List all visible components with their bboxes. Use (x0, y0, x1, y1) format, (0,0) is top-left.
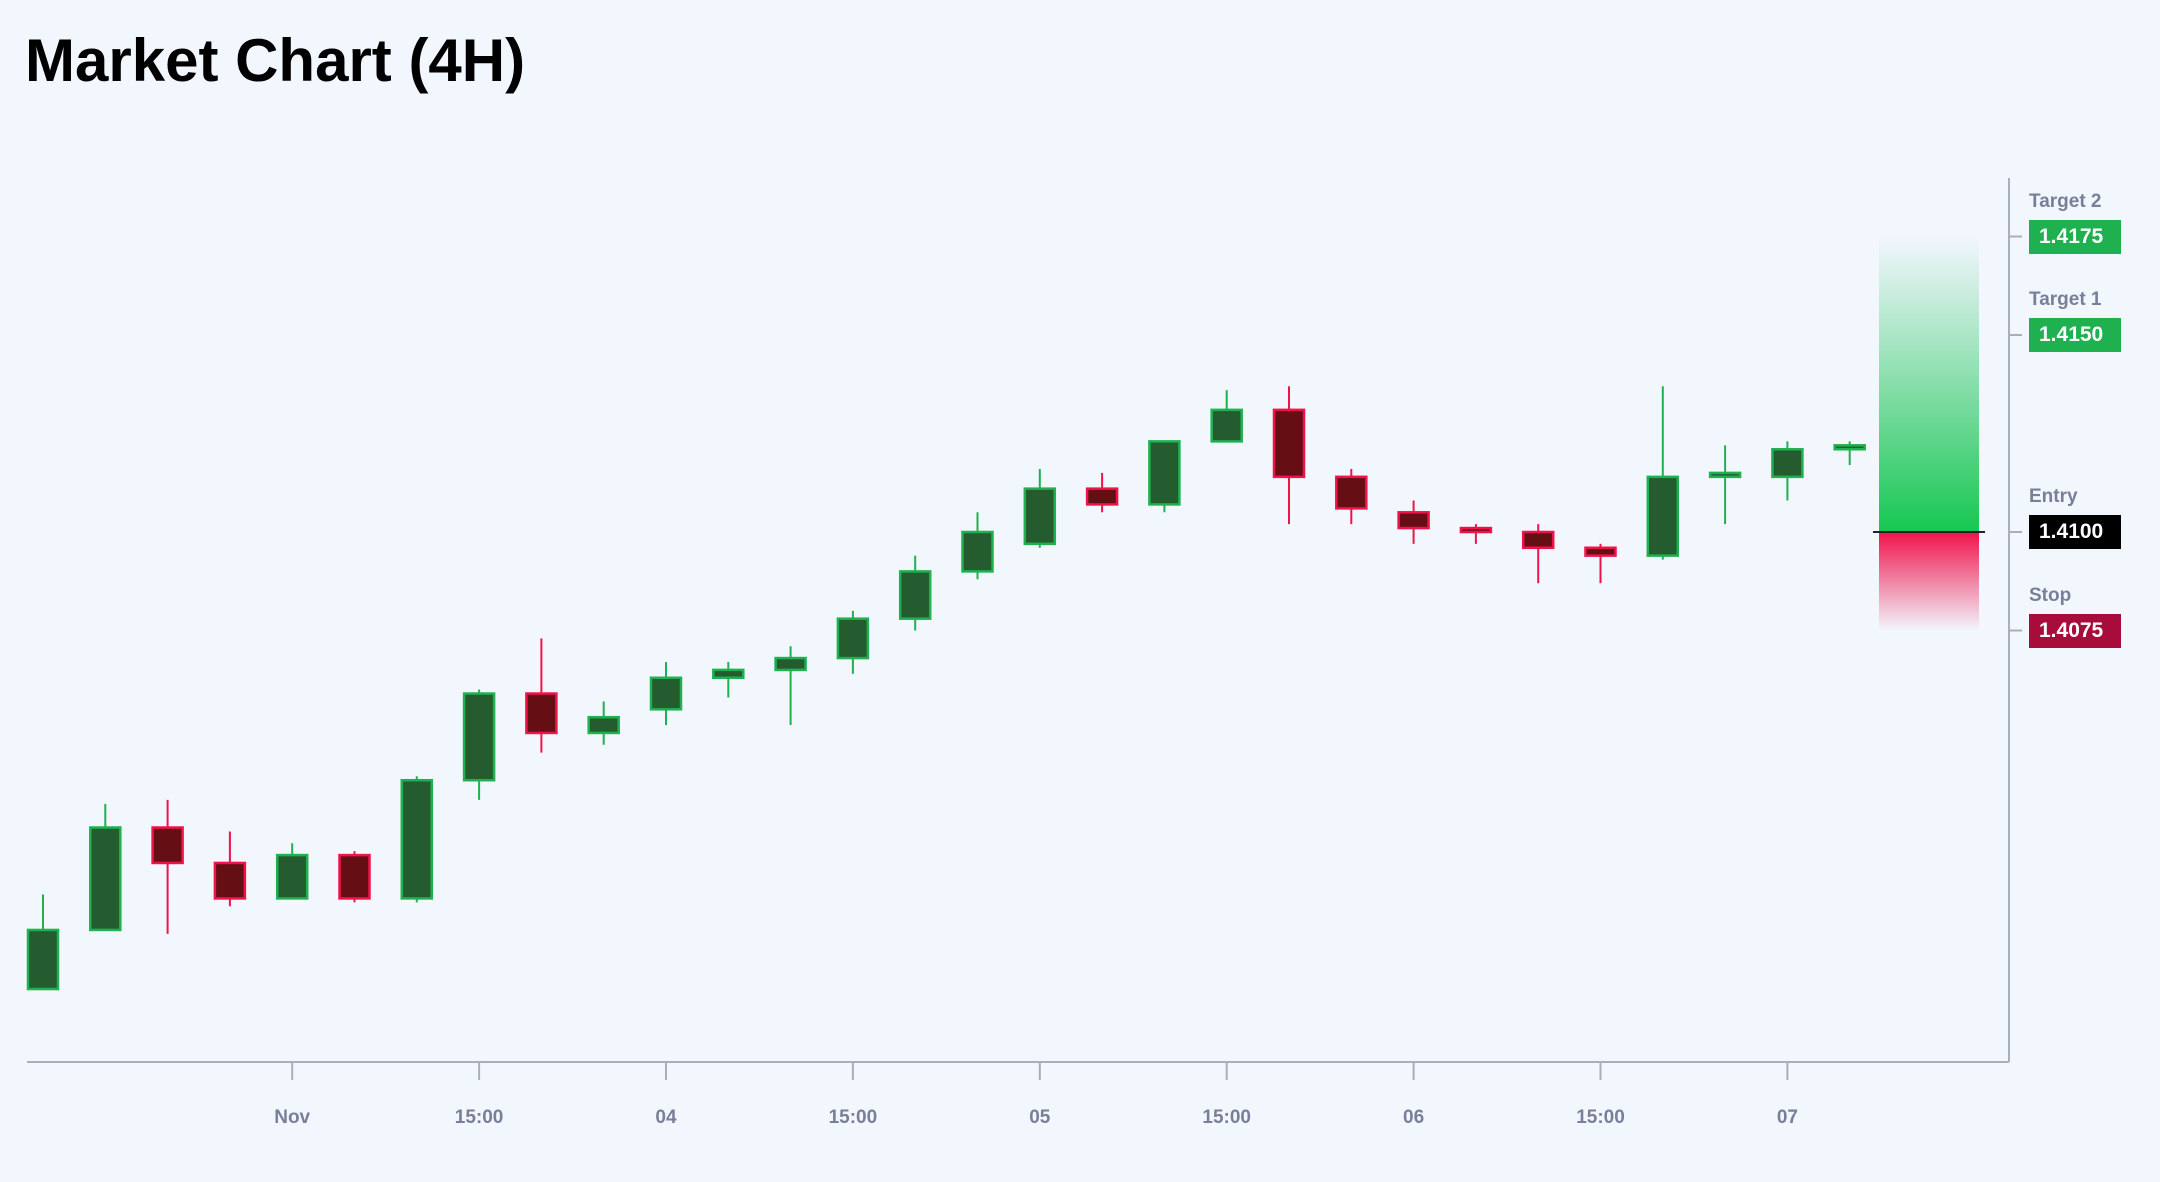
level-name: Target 2 (2029, 190, 2102, 212)
candle-body (338, 853, 371, 900)
candle (338, 851, 371, 903)
level-price-badge: 1.4175 (2029, 219, 2121, 254)
candle (1521, 524, 1555, 584)
x-tick-label: 15:00 (1576, 1107, 1625, 1128)
candle (89, 803, 122, 932)
candle-body (1521, 530, 1555, 550)
level-price-badge: 1.4100 (2029, 515, 2121, 549)
x-tick-label: 07 (1777, 1107, 1798, 1128)
level-price-badge: 1.4075 (2029, 613, 2121, 648)
level-name: Entry (2029, 486, 2078, 507)
candle (1646, 386, 1680, 560)
candle-body (1085, 487, 1119, 506)
candle-body (1272, 408, 1306, 479)
level-price-badge: 1.4150 (2029, 318, 2121, 352)
level-name: Stop (2029, 584, 2072, 606)
candle (525, 638, 558, 753)
candle (1833, 441, 1866, 466)
candle-body (898, 570, 932, 620)
candle-body (1771, 448, 1804, 479)
candle-body (1708, 471, 1742, 479)
chart-title: Market Chart (4H) (25, 27, 526, 94)
candle (1085, 472, 1119, 513)
candle-body (712, 668, 745, 680)
candle-body (26, 928, 60, 991)
candle-body (275, 853, 309, 900)
candle (1023, 468, 1057, 548)
target-zone (1879, 236, 1979, 532)
x-tick-label: 15:00 (1202, 1107, 1251, 1128)
candle (1584, 543, 1617, 584)
candle-body (774, 656, 807, 672)
candle (898, 555, 932, 631)
candle (1148, 440, 1181, 513)
candle-body (1584, 546, 1617, 557)
x-tick-label: 04 (655, 1107, 677, 1128)
candle (1335, 468, 1368, 525)
candle (1771, 441, 1804, 501)
x-tick-label: 05 (1029, 1107, 1051, 1128)
candle (649, 662, 683, 726)
candle (1459, 524, 1493, 544)
candle (712, 662, 745, 698)
level-name: Target 1 (2029, 289, 2102, 310)
candle-body (1646, 475, 1680, 557)
candle-body (1833, 444, 1866, 451)
candle-body (462, 692, 496, 782)
candle (1397, 500, 1430, 544)
x-tick-label: 15:00 (829, 1107, 878, 1128)
candle (961, 512, 994, 580)
candle (836, 610, 870, 674)
x-tick-label: Nov (274, 1107, 310, 1128)
candle (1272, 386, 1306, 525)
candle-body (89, 826, 122, 932)
candle (275, 843, 309, 900)
candle-body (836, 617, 870, 660)
candle (1210, 390, 1243, 443)
candle-body (213, 861, 247, 900)
candle-body (151, 826, 184, 865)
candle (400, 776, 434, 903)
candle (151, 799, 184, 934)
candle (774, 646, 807, 726)
candle-body (1459, 526, 1493, 534)
candle-body (400, 778, 434, 900)
candle-body (961, 530, 994, 573)
candle-body (1397, 511, 1430, 530)
x-tick-label: 06 (1403, 1107, 1424, 1128)
candle-body (1335, 475, 1368, 510)
x-tick-label: 15:00 (455, 1107, 504, 1128)
candle (1708, 445, 1742, 525)
candle (587, 701, 620, 745)
candle (462, 689, 496, 800)
candle-body (1148, 440, 1181, 506)
candle (213, 831, 247, 907)
candle-body (649, 676, 683, 711)
candle (26, 894, 60, 991)
candle-body (587, 715, 620, 735)
candle-body (1210, 408, 1243, 443)
candle-body (1023, 487, 1057, 546)
candle-body (525, 692, 558, 735)
stop-zone (1879, 532, 1979, 631)
